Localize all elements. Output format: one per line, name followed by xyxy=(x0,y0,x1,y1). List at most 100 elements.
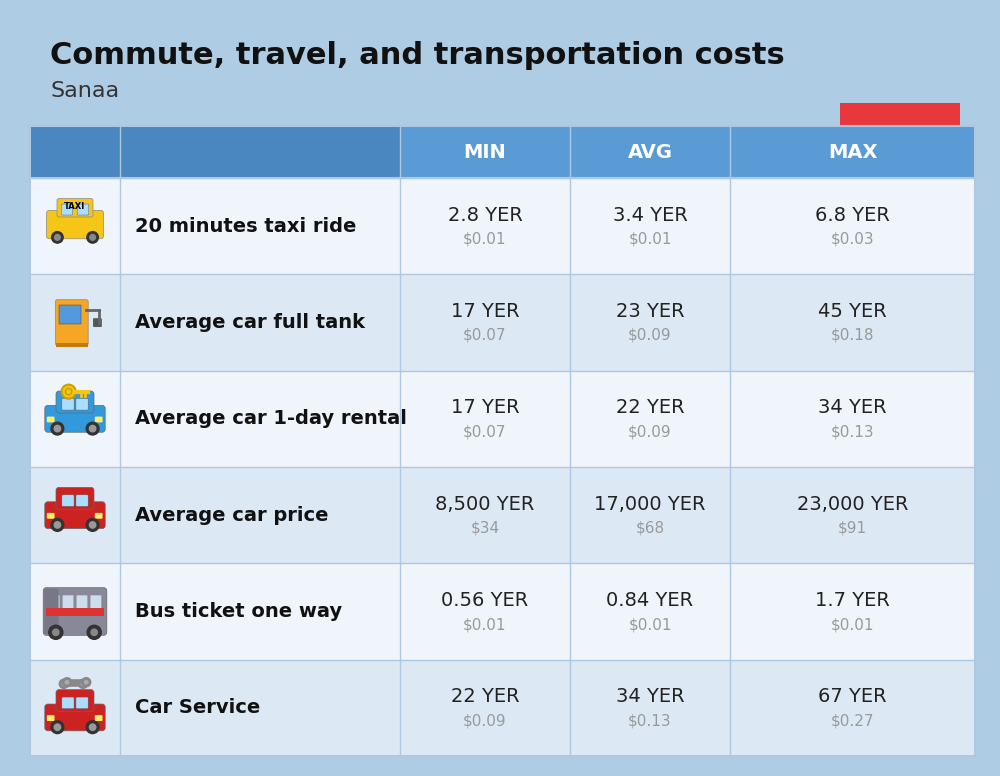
FancyBboxPatch shape xyxy=(49,595,60,609)
FancyBboxPatch shape xyxy=(76,495,88,507)
FancyBboxPatch shape xyxy=(76,697,88,708)
Circle shape xyxy=(63,678,71,686)
FancyBboxPatch shape xyxy=(62,398,74,410)
FancyBboxPatch shape xyxy=(63,595,74,609)
Text: $0.07: $0.07 xyxy=(463,328,507,343)
Circle shape xyxy=(53,629,59,636)
FancyBboxPatch shape xyxy=(56,487,94,509)
Text: MIN: MIN xyxy=(464,143,506,161)
Circle shape xyxy=(86,422,99,435)
Circle shape xyxy=(51,422,64,435)
Circle shape xyxy=(87,231,98,243)
FancyBboxPatch shape xyxy=(30,371,975,467)
Circle shape xyxy=(91,629,97,636)
FancyBboxPatch shape xyxy=(77,204,89,215)
Circle shape xyxy=(51,518,64,532)
FancyBboxPatch shape xyxy=(62,697,74,708)
Text: $91: $91 xyxy=(838,521,867,535)
Text: 0.84 YER: 0.84 YER xyxy=(606,591,694,610)
Circle shape xyxy=(90,234,95,241)
Circle shape xyxy=(82,678,90,686)
FancyBboxPatch shape xyxy=(840,131,960,159)
Circle shape xyxy=(89,724,96,730)
Text: $0.27: $0.27 xyxy=(831,713,874,729)
Text: 17 YER: 17 YER xyxy=(451,302,519,321)
FancyBboxPatch shape xyxy=(840,159,960,187)
FancyBboxPatch shape xyxy=(30,660,975,756)
FancyBboxPatch shape xyxy=(76,398,88,410)
Text: 20 minutes taxi ride: 20 minutes taxi ride xyxy=(135,217,356,236)
Circle shape xyxy=(60,680,68,688)
Text: 0.56 YER: 0.56 YER xyxy=(441,591,529,610)
FancyBboxPatch shape xyxy=(62,495,74,507)
Circle shape xyxy=(51,721,64,733)
Text: 8,500 YER: 8,500 YER xyxy=(435,494,535,514)
Text: 3.4 YER: 3.4 YER xyxy=(613,206,687,225)
Circle shape xyxy=(86,721,99,733)
Text: Average car 1-day rental: Average car 1-day rental xyxy=(135,409,407,428)
FancyBboxPatch shape xyxy=(30,126,975,178)
Text: 34 YER: 34 YER xyxy=(616,688,684,706)
Text: 22 YER: 22 YER xyxy=(451,688,519,706)
Text: TAXI: TAXI xyxy=(64,202,86,210)
Text: Commute, travel, and transportation costs: Commute, travel, and transportation cost… xyxy=(50,41,785,71)
FancyBboxPatch shape xyxy=(95,513,103,518)
FancyBboxPatch shape xyxy=(56,690,94,712)
Text: AVG: AVG xyxy=(628,143,672,161)
FancyBboxPatch shape xyxy=(30,467,975,563)
Text: 23,000 YER: 23,000 YER xyxy=(797,494,908,514)
FancyBboxPatch shape xyxy=(59,305,81,324)
FancyBboxPatch shape xyxy=(46,210,104,239)
Circle shape xyxy=(54,724,61,730)
Text: 23 YER: 23 YER xyxy=(616,302,684,321)
Text: 22 YER: 22 YER xyxy=(616,398,684,417)
Text: Sanaa: Sanaa xyxy=(50,81,119,101)
Circle shape xyxy=(54,425,61,431)
Text: $0.01: $0.01 xyxy=(628,232,672,247)
Text: $0.13: $0.13 xyxy=(831,424,874,439)
Text: $0.09: $0.09 xyxy=(463,713,507,729)
FancyBboxPatch shape xyxy=(45,405,105,432)
Circle shape xyxy=(55,234,60,241)
FancyBboxPatch shape xyxy=(45,704,105,731)
Text: $0.09: $0.09 xyxy=(628,328,672,343)
Text: $34: $34 xyxy=(470,521,500,535)
FancyBboxPatch shape xyxy=(95,715,103,721)
FancyBboxPatch shape xyxy=(47,513,55,518)
Circle shape xyxy=(49,625,63,639)
Circle shape xyxy=(89,521,96,528)
Text: 17,000 YER: 17,000 YER xyxy=(594,494,706,514)
FancyBboxPatch shape xyxy=(45,502,105,528)
Circle shape xyxy=(62,385,76,399)
Text: $0.01: $0.01 xyxy=(831,617,874,632)
FancyBboxPatch shape xyxy=(47,715,55,721)
Text: $0.07: $0.07 xyxy=(463,424,507,439)
FancyBboxPatch shape xyxy=(93,318,102,327)
Text: $0.18: $0.18 xyxy=(831,328,874,343)
FancyBboxPatch shape xyxy=(90,595,101,609)
FancyBboxPatch shape xyxy=(44,589,59,634)
FancyBboxPatch shape xyxy=(30,563,975,660)
Text: Car Service: Car Service xyxy=(135,698,260,717)
FancyBboxPatch shape xyxy=(55,300,88,345)
Text: $0.01: $0.01 xyxy=(463,232,507,247)
FancyBboxPatch shape xyxy=(56,343,88,347)
FancyBboxPatch shape xyxy=(56,391,94,413)
FancyBboxPatch shape xyxy=(30,126,400,178)
Text: Average car full tank: Average car full tank xyxy=(135,313,365,332)
Text: $0.13: $0.13 xyxy=(628,713,672,729)
Text: MAX: MAX xyxy=(828,143,877,161)
Text: 34 YER: 34 YER xyxy=(818,398,887,417)
Text: $0.09: $0.09 xyxy=(628,424,672,439)
Circle shape xyxy=(86,518,99,532)
Text: 6.8 YER: 6.8 YER xyxy=(815,206,890,225)
Circle shape xyxy=(89,425,96,431)
Circle shape xyxy=(87,625,101,639)
Text: 2.8 YER: 2.8 YER xyxy=(448,206,522,225)
FancyBboxPatch shape xyxy=(43,587,107,636)
FancyBboxPatch shape xyxy=(46,608,104,616)
Text: $0.03: $0.03 xyxy=(831,232,874,247)
FancyBboxPatch shape xyxy=(95,417,103,422)
Text: 17 YER: 17 YER xyxy=(451,398,519,417)
Circle shape xyxy=(54,521,61,528)
